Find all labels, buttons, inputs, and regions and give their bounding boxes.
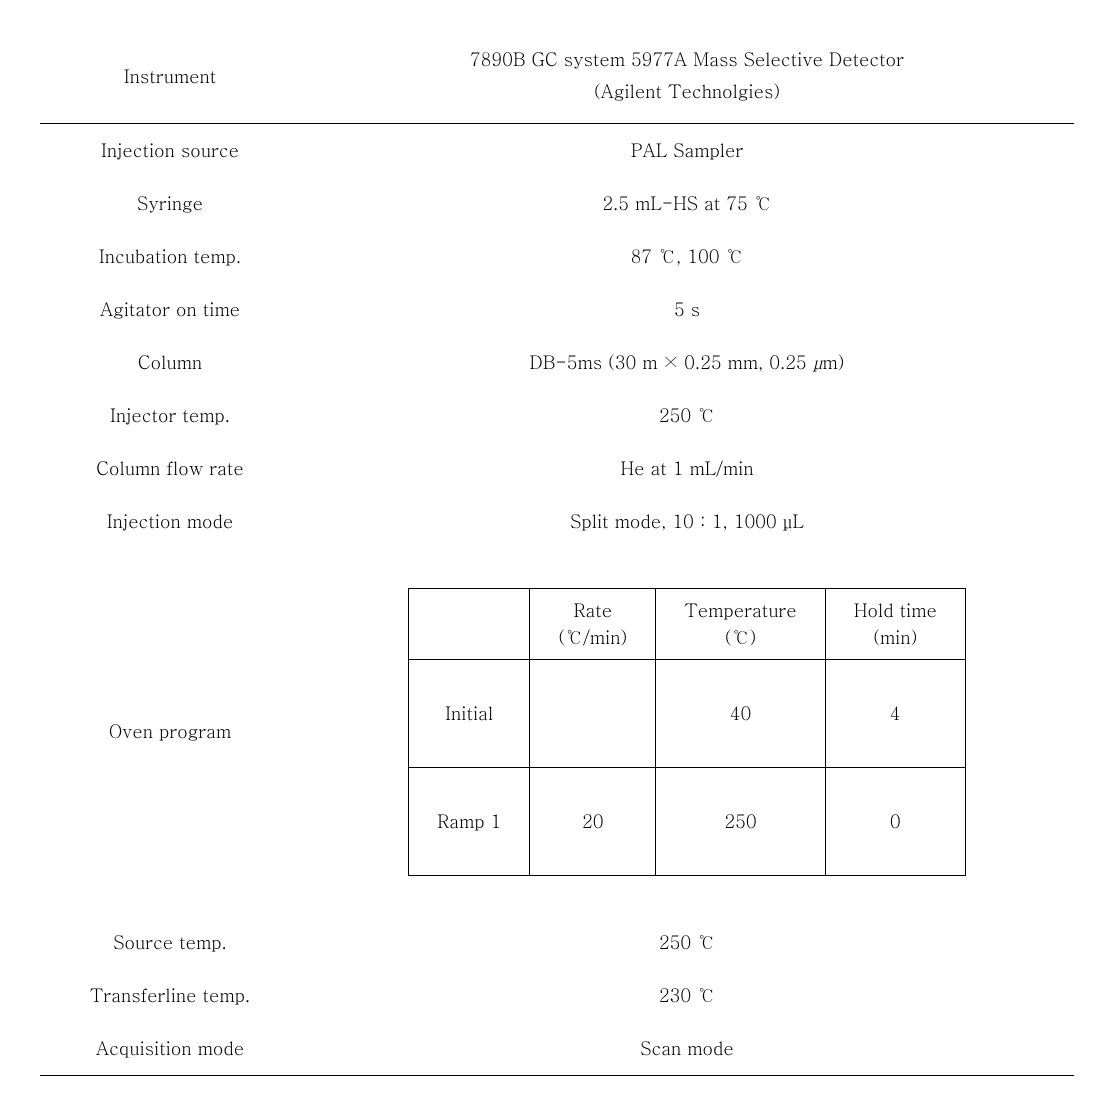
label-oven-program: Oven program: [40, 548, 300, 916]
oven-cell-temp-0: 40: [656, 659, 825, 767]
oven-row-1: Ramp 1 20 250 0: [409, 767, 966, 875]
row-column-flow-rate: Column flow rate He at 1 mL/min: [40, 442, 1074, 495]
oven-header-hold-l2: (min): [873, 625, 917, 650]
label-instrument: Instrument: [40, 30, 300, 123]
oven-cell-stage-1: Ramp 1: [409, 767, 530, 875]
label-column: Column: [40, 336, 300, 389]
label-agitator-on-time: Agitator on time: [40, 283, 300, 336]
oven-header-stage: [409, 588, 530, 659]
oven-cell-hold-0: 4: [825, 659, 965, 767]
value-source-temp: 250 ℃: [300, 916, 1074, 969]
row-agitator-on-time: Agitator on time 5 s: [40, 283, 1074, 336]
oven-header-rate-l2: (℃/min): [558, 625, 627, 650]
column-post: m): [822, 350, 844, 375]
oven-cell-hold-1: 0: [825, 767, 965, 875]
row-acquisition-mode: Acquisition mode Scan mode: [40, 1022, 1074, 1076]
column-pre: DB-5ms (30 m × 0.25 mm, 0.25: [530, 350, 813, 375]
instrument-line2: (Agilent Technolgies): [594, 79, 780, 104]
oven-program-table: Rate (℃/min) Temperature (℃) Hold time (…: [408, 588, 966, 876]
row-injector-temp: Injector temp. 250 ℃: [40, 389, 1074, 442]
oven-cell-stage-0: Initial: [409, 659, 530, 767]
row-incubation-temp: Incubation temp. 87 ℃, 100 ℃: [40, 230, 1074, 283]
value-injector-temp: 250 ℃: [300, 389, 1074, 442]
label-column-flow-rate: Column flow rate: [40, 442, 300, 495]
oven-header-hold-l1: Hold time: [854, 598, 937, 623]
label-injection-source: Injection source: [40, 123, 300, 177]
value-transferline-temp: 230 ℃: [300, 969, 1074, 1022]
row-injection-mode: Injection mode Split mode, 10 : 1, 1000 …: [40, 495, 1074, 548]
label-syringe: Syringe: [40, 177, 300, 230]
row-instrument: Instrument 7890B GC system 5977A Mass Se…: [40, 30, 1074, 123]
row-oven-program: Oven program Rate (℃/min) Temperature (℃…: [40, 548, 1074, 916]
value-agitator-on-time: 5 s: [300, 283, 1074, 336]
value-oven-program: Rate (℃/min) Temperature (℃) Hold time (…: [300, 548, 1074, 916]
oven-row-0: Initial 40 4: [409, 659, 966, 767]
row-column: Column DB-5ms (30 m × 0.25 mm, 0.25 μm): [40, 336, 1074, 389]
row-transferline-temp: Transferline temp. 230 ℃: [40, 969, 1074, 1022]
oven-header-temp: Temperature (℃): [656, 588, 825, 659]
oven-cell-rate-0: [530, 659, 656, 767]
value-incubation-temp: 87 ℃, 100 ℃: [300, 230, 1074, 283]
value-acquisition-mode: Scan mode: [300, 1022, 1074, 1076]
oven-header-rate-l1: Rate: [573, 598, 612, 623]
oven-header-temp-l2: (℃): [725, 625, 757, 650]
value-column: DB-5ms (30 m × 0.25 mm, 0.25 μm): [300, 336, 1074, 389]
oven-header-row: Rate (℃/min) Temperature (℃) Hold time (…: [409, 588, 966, 659]
parameters-table: Instrument 7890B GC system 5977A Mass Se…: [40, 30, 1074, 1076]
label-injection-mode: Injection mode: [40, 495, 300, 548]
oven-header-hold: Hold time (min): [825, 588, 965, 659]
label-incubation-temp: Incubation temp.: [40, 230, 300, 283]
value-column-flow-rate: He at 1 mL/min: [300, 442, 1074, 495]
label-source-temp: Source temp.: [40, 916, 300, 969]
value-syringe: 2.5 mL-HS at 75 ℃: [300, 177, 1074, 230]
row-injection-source: Injection source PAL Sampler: [40, 123, 1074, 177]
row-syringe: Syringe 2.5 mL-HS at 75 ℃: [40, 177, 1074, 230]
label-transferline-temp: Transferline temp.: [40, 969, 300, 1022]
oven-cell-rate-1: 20: [530, 767, 656, 875]
column-italic: μ: [813, 350, 823, 375]
label-acquisition-mode: Acquisition mode: [40, 1022, 300, 1076]
instrument-line1: 7890B GC system 5977A Mass Selective Det…: [470, 47, 904, 72]
oven-header-rate: Rate (℃/min): [530, 588, 656, 659]
oven-cell-temp-1: 250: [656, 767, 825, 875]
value-instrument: 7890B GC system 5977A Mass Selective Det…: [300, 30, 1074, 123]
oven-header-temp-l1: Temperature: [684, 598, 796, 623]
value-injection-mode: Split mode, 10 : 1, 1000 μL: [300, 495, 1074, 548]
row-source-temp: Source temp. 250 ℃: [40, 916, 1074, 969]
value-injection-source: PAL Sampler: [300, 123, 1074, 177]
label-injector-temp: Injector temp.: [40, 389, 300, 442]
